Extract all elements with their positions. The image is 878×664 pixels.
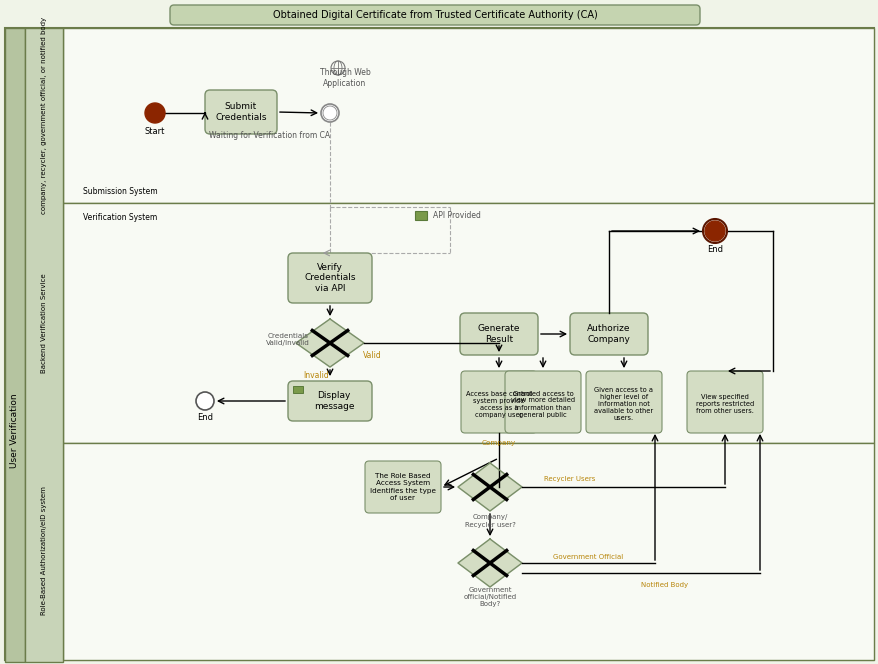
Text: End: End xyxy=(197,412,212,422)
Bar xyxy=(5,28,25,662)
FancyBboxPatch shape xyxy=(459,313,537,355)
Bar xyxy=(25,28,63,662)
FancyBboxPatch shape xyxy=(169,5,699,25)
FancyBboxPatch shape xyxy=(288,253,371,303)
Polygon shape xyxy=(457,463,522,511)
Text: User Verification: User Verification xyxy=(11,394,19,468)
Text: company, recycler, government official, or notified body: company, recycler, government official, … xyxy=(41,17,47,214)
Bar xyxy=(63,443,873,660)
FancyBboxPatch shape xyxy=(205,90,277,134)
FancyBboxPatch shape xyxy=(288,381,371,421)
Circle shape xyxy=(704,221,724,241)
Bar xyxy=(63,28,873,203)
FancyBboxPatch shape xyxy=(505,371,580,433)
Text: Submission System: Submission System xyxy=(83,187,157,195)
Text: Start: Start xyxy=(145,127,165,135)
Bar xyxy=(292,386,303,393)
Text: Authorize
Company: Authorize Company xyxy=(587,324,630,344)
Text: API Provided: API Provided xyxy=(433,210,480,220)
Text: Waiting for Verification from CA: Waiting for Verification from CA xyxy=(209,131,330,139)
Circle shape xyxy=(320,104,339,122)
FancyBboxPatch shape xyxy=(586,371,661,433)
Text: Access base control
system provide
access as a
company user: Access base control system provide acces… xyxy=(465,390,531,418)
Text: Government
official/Notified
Body?: Government official/Notified Body? xyxy=(463,587,516,607)
Circle shape xyxy=(196,392,213,410)
FancyBboxPatch shape xyxy=(569,313,647,355)
Text: Notified Body: Notified Body xyxy=(641,582,687,588)
FancyBboxPatch shape xyxy=(364,461,441,513)
Text: Recycler Users: Recycler Users xyxy=(543,476,595,482)
Text: Generate
Result: Generate Result xyxy=(478,324,520,344)
Text: Verify
Credentials
via API: Verify Credentials via API xyxy=(304,263,356,293)
FancyBboxPatch shape xyxy=(460,371,536,433)
Text: Granted access to
view more detailed
information than
general public: Granted access to view more detailed inf… xyxy=(510,390,574,418)
Bar xyxy=(63,203,873,443)
Bar xyxy=(414,211,427,220)
Text: Valid: Valid xyxy=(363,351,381,359)
Text: Invalid: Invalid xyxy=(303,371,328,380)
Text: Obtained Digital Certificate from Trusted Certificate Authority (CA): Obtained Digital Certificate from Truste… xyxy=(272,10,597,20)
Text: Display
message: Display message xyxy=(313,391,354,411)
Text: Submit
Credentials: Submit Credentials xyxy=(215,102,266,122)
Text: Company/
Recycler user?: Company/ Recycler user? xyxy=(464,515,515,527)
Polygon shape xyxy=(457,539,522,587)
Text: Government Official: Government Official xyxy=(552,554,623,560)
FancyBboxPatch shape xyxy=(687,371,762,433)
Text: Company: Company xyxy=(481,440,515,446)
Text: Credentials
Valid/Invalid: Credentials Valid/Invalid xyxy=(266,333,310,345)
Text: Through Web
Application: Through Web Application xyxy=(320,68,370,88)
Text: Given access to a
higher level of
information not
available to other
users.: Given access to a higher level of inform… xyxy=(594,387,653,421)
Circle shape xyxy=(145,103,165,123)
Text: End: End xyxy=(706,244,723,254)
Text: View specified
reports restricted
from other users.: View specified reports restricted from o… xyxy=(695,394,753,414)
Text: The Role Based
Access System
Identifies the type
of user: The Role Based Access System Identifies … xyxy=(370,473,435,501)
Text: Role-Based Authorization/eID system: Role-Based Authorization/eID system xyxy=(41,487,47,616)
Text: Backend Verification Service: Backend Verification Service xyxy=(41,273,47,373)
Polygon shape xyxy=(296,319,363,367)
Text: Verification System: Verification System xyxy=(83,214,157,222)
